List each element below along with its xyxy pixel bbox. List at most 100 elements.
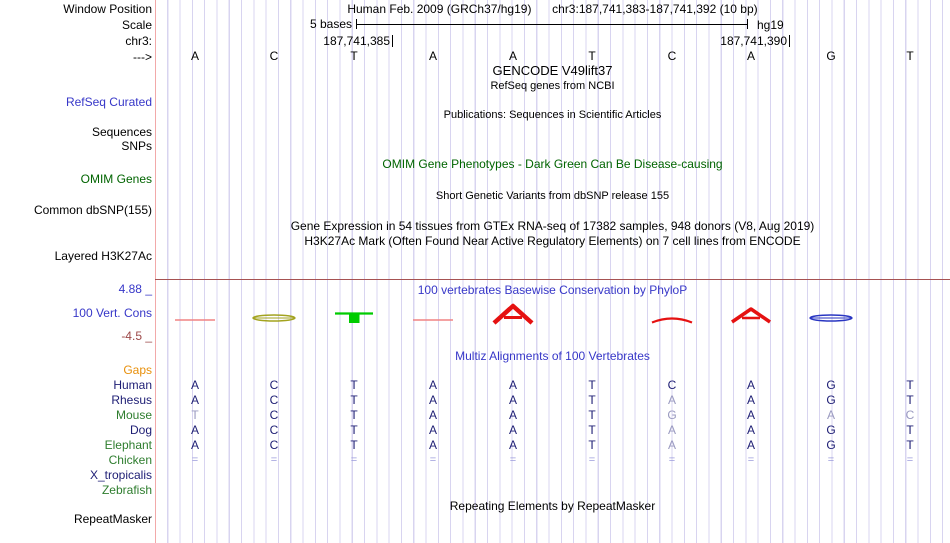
- alignment-cell: G: [826, 378, 836, 392]
- species-label-dog[interactable]: Dog: [129, 423, 152, 437]
- alignment-cell: A: [508, 378, 517, 392]
- alignment-cell: =: [827, 454, 835, 466]
- alignment-cell: T: [588, 408, 596, 422]
- track-label-refseq-curated[interactable]: RefSeq Curated: [65, 95, 152, 109]
- alignment-cell: T: [350, 438, 358, 452]
- track-label-sequences[interactable]: Sequences: [91, 125, 152, 139]
- alignment-cell: T: [906, 423, 914, 437]
- track-label-repeatmasker[interactable]: RepeatMasker: [73, 512, 152, 526]
- alignment-cell: C: [667, 378, 677, 392]
- species-label-mouse[interactable]: Mouse: [115, 408, 152, 422]
- alignment-cell: C: [269, 438, 279, 452]
- species-label-gaps[interactable]: Gaps: [123, 363, 152, 377]
- alignment-cell: T: [906, 378, 914, 392]
- conservation-axis-min: -4.5 _: [121, 329, 152, 343]
- species-label-x_tropicalis[interactable]: X_tropicalis: [89, 468, 152, 482]
- alignment-cell: G: [826, 423, 836, 437]
- sequence-base: A: [190, 49, 199, 63]
- sequence-base: A: [428, 49, 437, 63]
- alignment-cell: T: [906, 438, 914, 452]
- species-label-chicken[interactable]: Chicken: [108, 453, 152, 467]
- alignment-cell: T: [588, 378, 596, 392]
- scale-bar: [356, 24, 748, 25]
- ruler-tick-left: [392, 35, 393, 47]
- alignment-cell: C: [269, 393, 279, 407]
- repeatmasker-track-title: Repeating Elements by RepeatMasker: [449, 499, 656, 513]
- track-label-snps[interactable]: SNPs: [121, 139, 152, 153]
- species-label-zebrafish[interactable]: Zebrafish: [101, 483, 152, 497]
- alignment-cell: =: [668, 454, 676, 466]
- alignment-cell: A: [508, 408, 517, 422]
- alignment-cell: T: [191, 408, 199, 422]
- alignment-cell: =: [350, 454, 358, 466]
- gencode-track-title: GENCODE V49lift37: [492, 63, 613, 78]
- sequence-base: T: [350, 49, 358, 63]
- conservation-glyph: [731, 307, 771, 324]
- sequence-base: T: [906, 49, 914, 63]
- alignment-cell: T: [350, 423, 358, 437]
- alignment-cell: T: [350, 408, 358, 422]
- window-position-label: Window Position: [63, 2, 152, 16]
- conservation-glyph: [651, 317, 693, 324]
- sequence-base: A: [508, 49, 517, 63]
- alignment-cell: A: [746, 423, 755, 437]
- conservation-track-title: 100 vertebrates Basewise Conservation by…: [417, 283, 688, 297]
- sequence-base: T: [588, 49, 596, 63]
- alignment-cell: A: [508, 393, 517, 407]
- publications-track-title: Publications: Sequences in Scientific Ar…: [443, 109, 662, 121]
- multiz-track-title: Multiz Alignments of 100 Vertebrates: [455, 349, 650, 363]
- alignment-cell: G: [667, 408, 677, 422]
- position-range-title: chr3:187,741,383-187,741,392 (10 bp): [552, 2, 758, 16]
- alignment-cell: =: [191, 454, 199, 466]
- conservation-track-separator: [155, 279, 950, 280]
- alignment-cell: A: [667, 393, 676, 407]
- track-label-100-vert-cons[interactable]: 100 Vert. Cons: [72, 306, 152, 320]
- dbsnp-track-title: Short Genetic Variants from dbSNP releas…: [435, 190, 670, 202]
- base-guidelines: [156, 0, 950, 543]
- conservation-glyph: [349, 313, 360, 323]
- track-label-omim-genes[interactable]: OMIM Genes: [80, 172, 152, 186]
- sequence-base: G: [826, 49, 836, 63]
- h3k27ac-track-title: H3K27Ac Mark (Often Found Near Active Re…: [304, 234, 801, 248]
- alignment-cell: A: [667, 438, 676, 452]
- species-label-rhesus[interactable]: Rhesus: [111, 393, 152, 407]
- scale-value: 5 bases: [309, 17, 352, 31]
- sequence-base: C: [667, 49, 677, 63]
- species-label-elephant[interactable]: Elephant: [104, 438, 152, 452]
- alignment-cell: A: [190, 393, 199, 407]
- track-label-common-dbsnp[interactable]: Common dbSNP(155): [33, 203, 152, 217]
- ruler-coordinate-right: 187,741,390: [720, 34, 787, 48]
- scale-bar-right-tick: [747, 19, 748, 29]
- refseq-track-title: RefSeq genes from NCBI: [490, 80, 615, 92]
- species-label-human[interactable]: Human: [113, 378, 152, 392]
- omim-track-title: OMIM Gene Phenotypes - Dark Green Can Be…: [382, 157, 723, 171]
- alignment-cell: A: [746, 438, 755, 452]
- alignment-cell: C: [269, 423, 279, 437]
- alignment-cell: A: [428, 393, 437, 407]
- alignment-cell: A: [428, 378, 437, 392]
- alignment-cell: A: [428, 438, 437, 452]
- alignment-cell: C: [269, 408, 279, 422]
- alignment-cell: C: [269, 378, 279, 392]
- window-left-edge-line: [155, 0, 156, 543]
- alignment-cell: A: [746, 408, 755, 422]
- alignment-cell: T: [906, 393, 914, 407]
- alignment-cell: G: [826, 393, 836, 407]
- strand-arrow: --->: [133, 50, 152, 64]
- assembly-title: Human Feb. 2009 (GRCh37/hg19): [347, 2, 532, 16]
- alignment-cell: T: [350, 378, 358, 392]
- chromosome-label: chr3:: [125, 34, 152, 48]
- alignment-cell: T: [588, 438, 596, 452]
- scale-row-label: Scale: [121, 18, 152, 32]
- alignment-cell: A: [428, 408, 437, 422]
- alignment-cell: =: [270, 454, 278, 466]
- alignment-cell: A: [746, 393, 755, 407]
- alignment-cell: =: [588, 454, 596, 466]
- track-label-layered-h3k27ac[interactable]: Layered H3K27Ac: [54, 249, 152, 263]
- alignment-cell: A: [826, 408, 835, 422]
- alignment-cell: A: [190, 423, 199, 437]
- ruler-coordinate-left: 187,741,385: [323, 34, 390, 48]
- alignment-cell: G: [826, 438, 836, 452]
- sequence-base: C: [269, 49, 279, 63]
